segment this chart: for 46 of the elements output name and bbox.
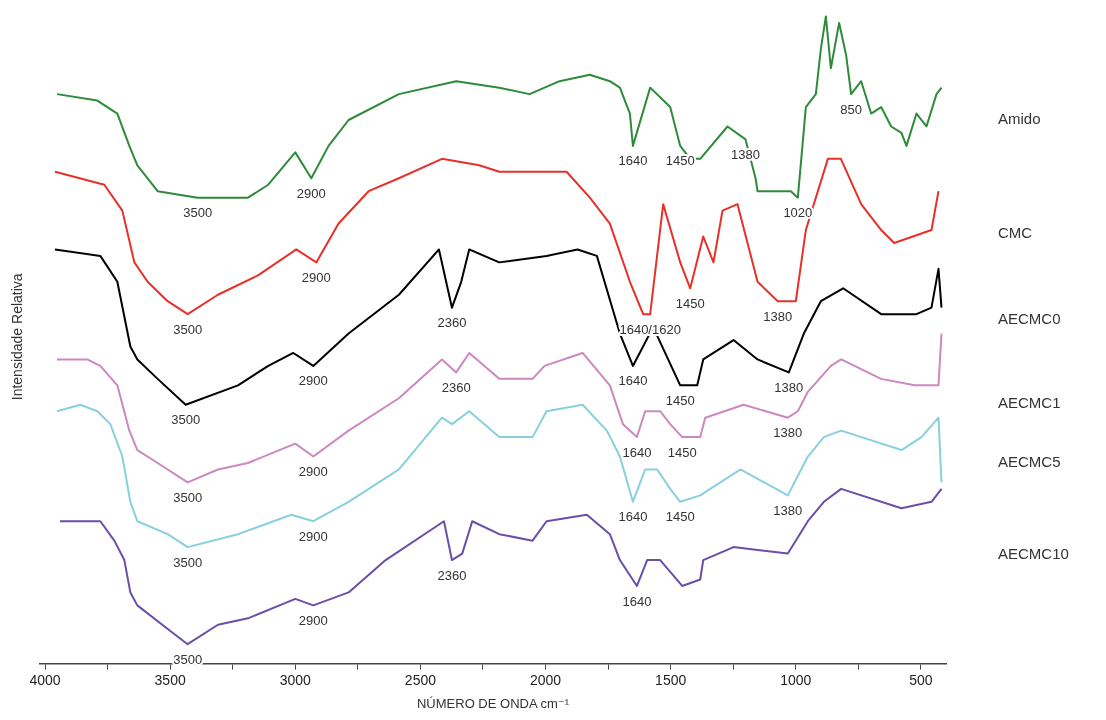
annotation: 1380 — [773, 425, 803, 441]
x-tick-label: 1000 — [780, 671, 812, 688]
x-tick-label: 3000 — [279, 671, 312, 688]
text: AECMC10 — [998, 545, 1069, 563]
annotation: 1380 — [773, 502, 803, 518]
annotation: 1450 — [667, 444, 697, 460]
x-tick-label: 4000 — [29, 671, 61, 688]
text: AECMC5 — [998, 452, 1061, 470]
annotation: 1380 — [774, 379, 804, 395]
annotation: 850 — [840, 101, 862, 117]
x-tick-label: 2000 — [529, 671, 562, 688]
text: AECMC0 — [998, 309, 1061, 327]
annotation: 3500 — [173, 321, 203, 337]
annotation: 1450 — [675, 295, 705, 311]
annotation: 2360 — [437, 567, 467, 583]
annotation: 2360 — [437, 315, 467, 331]
x-tick-label: 3500 — [154, 671, 186, 688]
annotation: 3500 — [173, 651, 203, 667]
annotation: 2900 — [298, 464, 328, 480]
annotation: 3500 — [173, 489, 203, 505]
annotation: 2900 — [301, 269, 331, 285]
text: Amido — [998, 110, 1041, 128]
annotation: 1640 — [622, 444, 652, 460]
annotation: 3500 — [173, 554, 203, 570]
x-axis-title: NÚMERO DE ONDA cm⁻¹ — [416, 695, 570, 711]
annotation: 1450 — [665, 509, 695, 525]
text: CMC — [998, 224, 1033, 242]
annotation: 1640 — [618, 373, 648, 389]
annotation: 1640 — [618, 153, 648, 169]
annotation: 1640 — [618, 509, 648, 525]
x-tick-label: 500 — [909, 671, 933, 688]
annotation: 2900 — [298, 528, 328, 544]
annotation: 2900 — [296, 185, 326, 201]
annotation: 1640 — [622, 593, 652, 609]
x-tick-label: 2500 — [404, 671, 437, 688]
annotation: 2900 — [298, 373, 328, 389]
annotation: 2360 — [441, 379, 471, 395]
annotation: 1450 — [665, 392, 695, 408]
text: AECMC1 — [998, 393, 1061, 411]
y-axis-title: Intensidade Relativa — [8, 273, 25, 401]
annotation: 2900 — [298, 612, 328, 628]
annotation: 1380 — [763, 308, 793, 324]
annotation: 3500 — [171, 412, 201, 428]
x-tick-label: 1500 — [655, 671, 687, 688]
annotation: 1450 — [665, 153, 695, 169]
annotation: 3500 — [183, 205, 213, 221]
